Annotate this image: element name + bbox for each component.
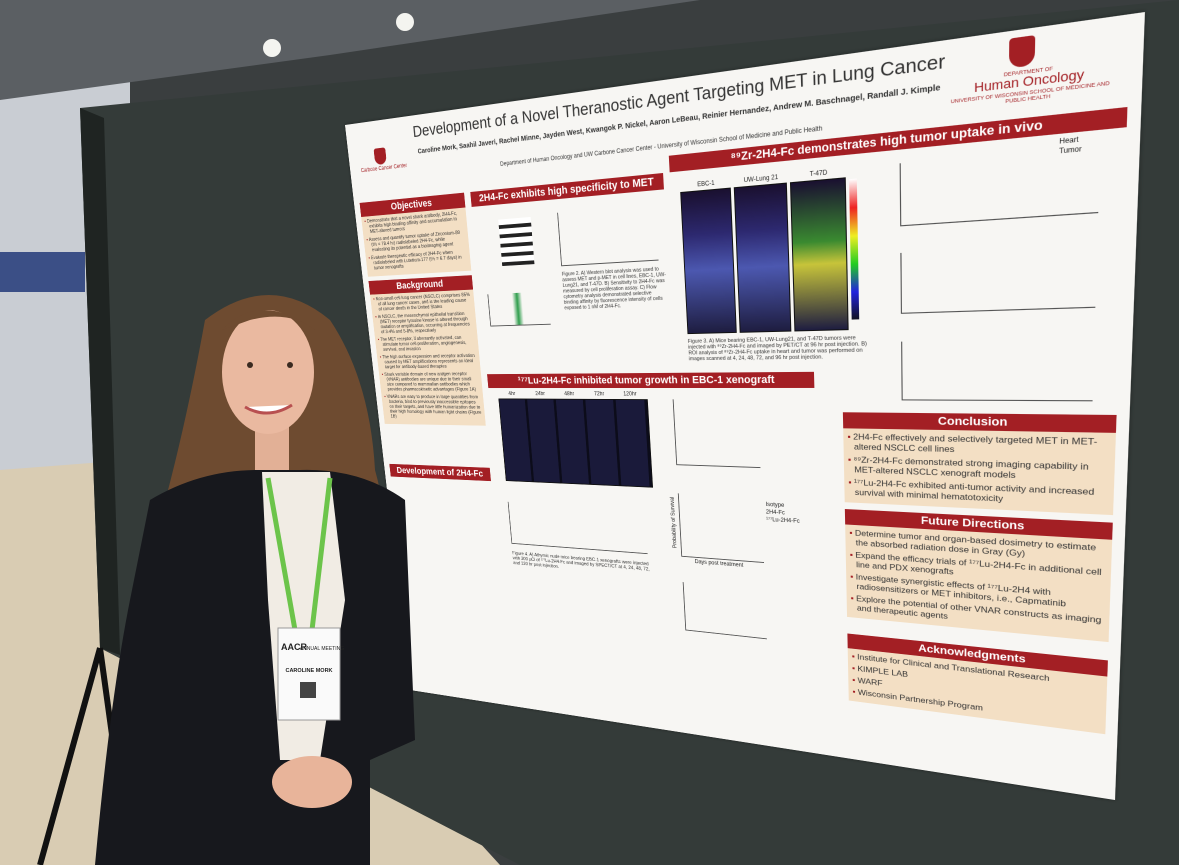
jacket bbox=[95, 470, 415, 865]
eye bbox=[247, 362, 253, 368]
face bbox=[222, 310, 314, 434]
badge-text: ANNUAL MEETING bbox=[300, 646, 344, 652]
badge-text: CAROLINE MORK bbox=[285, 668, 332, 674]
hands bbox=[272, 756, 352, 808]
qr-code bbox=[300, 682, 316, 698]
eye bbox=[287, 362, 293, 368]
